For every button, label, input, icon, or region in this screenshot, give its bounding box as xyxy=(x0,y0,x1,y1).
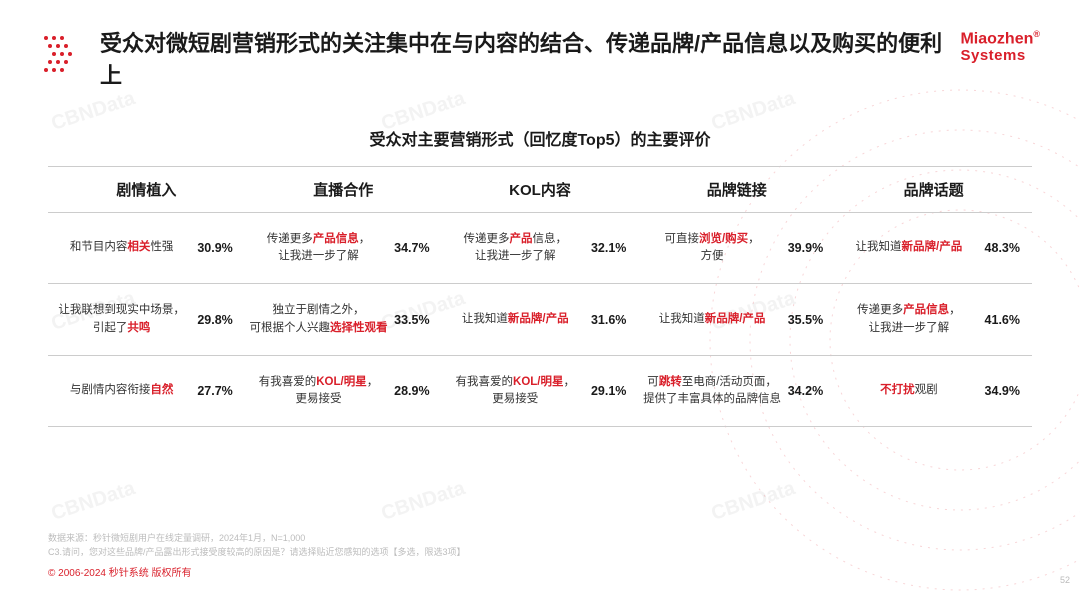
cell-percent: 33.5% xyxy=(394,313,437,327)
table-cell: 让我知道新品牌/产品 31.6% xyxy=(442,284,639,356)
cell-desc: 独立于剧情之外，可根据个人兴趣选择性观看 xyxy=(249,302,388,337)
cell-percent: 31.6% xyxy=(591,313,634,327)
cell-desc: 可跳转至电商/活动页面，提供了丰富具体的品牌信息 xyxy=(642,374,781,409)
cell-desc: 让我知道新品牌/产品 xyxy=(642,311,781,328)
page-title: 受众对微短剧营销形式的关注集中在与内容的结合、传递品牌/产品信息以及购买的便利上 xyxy=(100,28,948,92)
table-row: 和节目内容相关性强30.9%传递更多产品信息，让我进一步了解34.7%传递更多产… xyxy=(48,212,1032,284)
evaluation-table: 剧情植入直播合作KOL内容品牌链接品牌话题 和节目内容相关性强 30.9% 传递更多… xyxy=(48,166,1032,428)
logo-line2: Systems xyxy=(960,48,1040,65)
watermark: CBNData xyxy=(379,477,469,526)
cell-percent: 29.1% xyxy=(591,384,634,398)
table-cell: 让我知道新品牌/产品 48.3% xyxy=(835,212,1032,284)
cell-percent: 34.9% xyxy=(985,384,1028,398)
cell-desc: 让我知道新品牌/产品 xyxy=(446,311,585,328)
brand-logo: Miaozhen® Systems xyxy=(960,30,1040,64)
cell-desc: 传递更多产品信息，让我进一步了解 xyxy=(446,231,585,266)
table-cell: 可跳转至电商/活动页面，提供了丰富具体的品牌信息 34.2% xyxy=(638,355,835,427)
table-cell: 有我喜爱的KOL/明星，更易接受 29.1% xyxy=(442,355,639,427)
chevron-icon xyxy=(40,32,86,78)
table-cell: 有我喜爱的KOL/明星，更易接受 28.9% xyxy=(245,355,442,427)
copyright: © 2006-2024 秒针系统 版权所有 xyxy=(48,564,192,579)
table-cell: 让我联想到现实中场景，引起了共鸣 29.8% xyxy=(48,284,245,356)
table-cell: 独立于剧情之外，可根据个人兴趣选择性观看 33.5% xyxy=(245,284,442,356)
cell-desc: 让我联想到现实中场景，引起了共鸣 xyxy=(52,302,191,337)
page-number: 52 xyxy=(1060,575,1070,585)
table-row: 让我联想到现实中场景，引起了共鸣 29.8% 独立于剧情之外，可根据个人兴趣选择性观… xyxy=(48,284,1032,356)
column-header: KOL内容 xyxy=(442,166,639,212)
table-cell: 和节目内容相关性强 30.9% xyxy=(48,212,245,284)
table-cell: 传递更多产品信息，让我进一步了解 34.7% xyxy=(245,212,442,284)
table-cell: 可直接浏览/购买，方便 39.9% xyxy=(638,212,835,284)
table-cell: 让我知道新品牌/产品 35.5% xyxy=(638,284,835,356)
column-header: 剧情植入 xyxy=(48,166,245,212)
cell-desc: 让我知道新品牌/产品 xyxy=(839,239,978,256)
cell-desc: 有我喜爱的KOL/明星，更易接受 xyxy=(446,374,585,409)
table-cell: 传递更多产品信息，让我进一步了解 41.6% xyxy=(835,284,1032,356)
cell-percent: 34.2% xyxy=(788,384,831,398)
cell-desc: 可直接浏览/购买，方便 xyxy=(642,231,781,266)
cell-percent: 32.1% xyxy=(591,241,634,255)
cell-percent: 28.9% xyxy=(394,384,437,398)
cell-desc: 有我喜爱的KOL/明星，更易接受 xyxy=(249,374,388,409)
cell-desc: 和节目内容相关性强 xyxy=(52,239,191,256)
table-row: 与剧情内容衔接自然27.7%有我喜爱的KOL/明星，更易接受28.9%有我喜爱的… xyxy=(48,355,1032,427)
column-header: 直播合作 xyxy=(245,166,442,212)
table-cell: 传递更多产品信息，让我进一步了解 32.1% xyxy=(442,212,639,284)
table-title: 受众对主要营销形式（回忆度Top5）的主要评价 xyxy=(0,126,1080,150)
footnotes: 数据来源：秒针微短剧用户在线定量调研，2024年1月，N=1,000 C3.请问… xyxy=(48,532,466,559)
watermark: CBNData xyxy=(709,477,799,526)
cell-percent: 30.9% xyxy=(197,241,240,255)
cell-percent: 34.7% xyxy=(394,241,437,255)
cell-percent: 39.9% xyxy=(788,241,831,255)
table-cell: 不打扰观剧 34.9% xyxy=(835,355,1032,427)
logo-line1: Miaozhen® xyxy=(960,30,1040,48)
footnote-line: 数据来源：秒针微短剧用户在线定量调研，2024年1月，N=1,000 xyxy=(48,532,466,546)
watermark: CBNData xyxy=(49,477,139,526)
column-header: 品牌话题 xyxy=(835,166,1032,212)
cell-percent: 41.6% xyxy=(985,313,1028,327)
cell-desc: 传递更多产品信息，让我进一步了解 xyxy=(839,302,978,337)
table-cell: 与剧情内容衔接自然 27.7% xyxy=(48,355,245,427)
cell-desc: 与剧情内容衔接自然 xyxy=(52,382,191,399)
cell-desc: 不打扰观剧 xyxy=(839,382,978,399)
footnote-line: C3.请问，您对这些品牌/产品露出形式接受度较高的原因是？请选择贴近您感知的选项… xyxy=(48,546,466,560)
cell-percent: 48.3% xyxy=(985,241,1028,255)
cell-percent: 29.8% xyxy=(197,313,240,327)
column-header: 品牌链接 xyxy=(638,166,835,212)
cell-desc: 传递更多产品信息，让我进一步了解 xyxy=(249,231,388,266)
cell-percent: 27.7% xyxy=(197,384,240,398)
cell-percent: 35.5% xyxy=(788,313,831,327)
